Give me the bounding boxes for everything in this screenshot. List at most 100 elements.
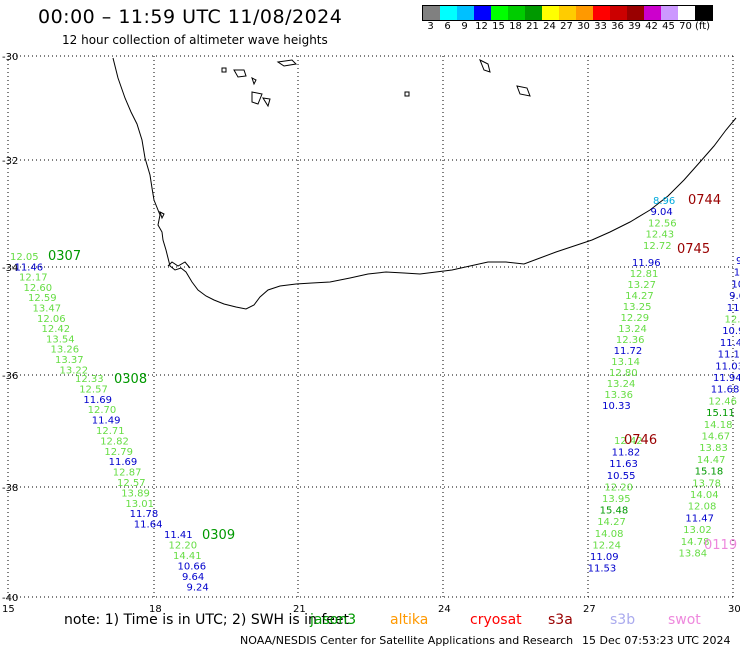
legend-swatch: [678, 6, 695, 20]
legend-label: 21: [526, 21, 539, 32]
wave-height-value: 13.78: [692, 478, 721, 489]
wave-height-value: 11.1: [727, 303, 740, 314]
wave-height-value: 14.27: [597, 517, 626, 528]
wave-height-value: 12.71: [96, 426, 125, 437]
legend-swatch: [576, 6, 593, 20]
legend-label: 9: [461, 21, 468, 32]
wave-height-value: 12.20: [604, 482, 633, 493]
wave-height-value: 12.57: [117, 478, 146, 489]
wave-height-value: 13.27: [627, 280, 656, 291]
wave-height-value: 11.69: [83, 395, 112, 406]
satellite-cryosat: cryosat: [470, 612, 522, 628]
island: [233, 69, 247, 78]
wave-height-value: 13.02: [683, 525, 712, 536]
wave-height-value: 11.41: [164, 530, 193, 541]
wave-height-tracks: 12.0511.4612.1712.6012.5913.4712.0612.42…: [10, 193, 740, 594]
wave-height-value: 9.64: [182, 572, 204, 583]
wave-height-value: 11.64: [134, 520, 163, 531]
track-0308: 12.3312.5711.6912.7011.4912.7112.8212.79…: [75, 372, 162, 531]
legend-swatch: [644, 6, 661, 20]
wave-height-value: 11.82: [612, 448, 641, 459]
wave-height-value: 15.48: [600, 506, 629, 517]
legend-swatch: [542, 6, 559, 20]
wave-height-value: 12.06: [37, 314, 66, 325]
pass-time-label: 0307: [48, 249, 81, 264]
island: [262, 97, 271, 108]
map-subtitle: 12 hour collection of altimeter wave hei…: [62, 33, 328, 47]
latitude-tick-label: -38: [2, 483, 18, 494]
wave-height-value: 15.18: [695, 467, 724, 478]
wave-height-value: 11.68: [711, 385, 740, 396]
wave-height-value: 8.96: [653, 196, 675, 207]
wave-height-value: 12.29: [621, 313, 650, 324]
legend-label: 3: [427, 21, 434, 32]
wave-height-value: 10.33: [602, 401, 631, 412]
wave-height-value: 12.79: [104, 447, 133, 458]
wave-height-value: 11.09: [590, 552, 619, 563]
wave-height-value: 14.41: [173, 551, 202, 562]
wave-height-value: 12.82: [100, 436, 129, 447]
satellite-altika: altika: [390, 612, 429, 628]
wave-height-value: 14.47: [697, 455, 726, 466]
wave-height-value: 13.24: [618, 324, 647, 335]
legend-swatch: [525, 6, 542, 20]
wave-height-value: 13.36: [604, 390, 633, 401]
coastline: [112, 57, 737, 310]
wave-height-value: 10.97: [722, 326, 740, 337]
wave-height-value: 12.20: [169, 541, 198, 552]
wave-height-value: 13.84: [679, 549, 708, 560]
satellite-swot: swot: [668, 612, 701, 628]
wave-height-value: 13.83: [699, 443, 728, 454]
wave-height-value: 13.14: [611, 357, 640, 368]
latitude-tick-label: -34: [2, 263, 18, 274]
island: [404, 91, 410, 97]
wave-height-value: 11.46: [15, 262, 44, 273]
wave-height-value: 12.24: [592, 540, 621, 551]
wave-height-value: 12.42: [42, 324, 71, 335]
credit-text: NOAA/NESDIS Center for Satellite Applica…: [240, 634, 574, 647]
wave-height-value: 10.: [731, 279, 740, 290]
wave-height-value: 12.70: [88, 405, 117, 416]
track-0119: 91010.9.611.112.310.9711.4011.1911.0311.…: [679, 256, 740, 560]
wave-height-value: 12.05: [10, 252, 39, 263]
wave-height-value: 12.81: [630, 269, 659, 280]
wave-height-value: 12.42: [614, 436, 643, 447]
wave-height-value: 11.78: [130, 509, 159, 520]
wave-height-value: 11.72: [614, 346, 643, 357]
wave-height-value: 11.53: [588, 564, 617, 575]
legend-label: 36: [611, 21, 624, 32]
wave-height-value: 11.40: [720, 338, 740, 349]
axis-labels: 15 18 21 24 27 30 -30 -32 -34 -36 -38 -40: [2, 52, 740, 615]
satellite-jason3: jason3: [310, 612, 357, 628]
wave-height-value: 12.33: [75, 374, 104, 385]
legend-label: 39: [628, 21, 641, 32]
wave-height-value: 13.89: [121, 488, 150, 499]
legend-label: 42: [645, 21, 658, 32]
satellite-s3b: s3b: [610, 612, 636, 628]
latitude-tick-label: -32: [2, 156, 18, 167]
wave-height-value: 11.63: [609, 459, 638, 470]
track-0746: 12.4211.8211.6310.5512.2013.9515.4814.27…: [588, 433, 657, 575]
legend-swatch: [695, 6, 712, 20]
wave-height-value: 12.36: [616, 335, 645, 346]
wave-height-value: 10.55: [607, 471, 636, 482]
legend-swatch: [593, 6, 610, 20]
longitude-tick-label: 18: [149, 604, 162, 615]
legend-label: 70: [679, 21, 692, 32]
wave-height-value: 11.69: [109, 457, 138, 468]
wave-height-value: 12.43: [646, 230, 675, 241]
wave-height-value: 13.95: [602, 494, 631, 505]
legend-label: 6: [444, 21, 451, 32]
legend-swatch: [661, 6, 678, 20]
wave-height-value: 13.24: [607, 379, 636, 390]
color-scale-labels: 3 6 9 12 15 18 21 24 27 30 33 36 39 42 45 70 (ft): [422, 21, 711, 32]
island: [516, 85, 531, 97]
color-scale-legend: [422, 5, 713, 21]
wave-height-value: 14.18: [704, 420, 733, 431]
wave-height-value: 9.24: [187, 583, 209, 594]
wave-height-value: 13.22: [60, 365, 89, 376]
wave-height-value: 12.57: [79, 384, 108, 395]
wave-height-value: 12.56: [648, 218, 677, 229]
wave-height-value: 11.03: [715, 361, 740, 372]
